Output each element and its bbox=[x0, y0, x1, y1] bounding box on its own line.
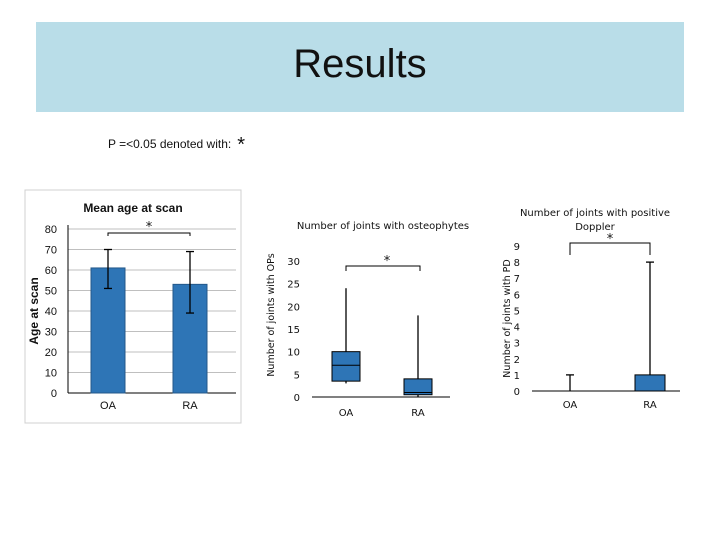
y-tick-label: 70 bbox=[45, 245, 57, 257]
chart-title-line: Number of joints with positive bbox=[520, 208, 670, 219]
x-tick-label: RA bbox=[411, 408, 425, 419]
title-band: Results bbox=[36, 22, 684, 112]
y-tick-label: 30 bbox=[45, 327, 57, 339]
significance-bracket bbox=[569, 242, 651, 255]
box bbox=[403, 378, 433, 396]
y-tick-label: 40 bbox=[45, 306, 57, 318]
y-axis-title: Number of joints with PD bbox=[502, 259, 513, 377]
y-tick-label: 7 bbox=[514, 274, 520, 285]
chart-mean-age: 0 10 20 30 40 50 60 70 80 Mean age at scan Age at … bbox=[24, 189, 242, 424]
y-tick-label: 15 bbox=[287, 325, 300, 336]
chart-panel bbox=[24, 189, 242, 424]
y-tick-label: 20 bbox=[287, 302, 300, 313]
y-tick-label: 0 bbox=[51, 388, 57, 400]
y-tick-label: 1 bbox=[514, 371, 520, 382]
y-tick-label: 10 bbox=[287, 348, 300, 359]
x-tick-label: OA bbox=[563, 400, 578, 411]
chart-title: Mean age at scan bbox=[83, 201, 182, 215]
y-tick-label: 0 bbox=[514, 387, 520, 398]
x-tick-label: RA bbox=[182, 400, 198, 412]
chart-positive-doppler: Number of joints with positive Doppler Num… bbox=[502, 208, 680, 411]
y-tick-label: 60 bbox=[45, 265, 57, 277]
significance-bracket bbox=[345, 265, 421, 271]
y-tick-label: 0 bbox=[294, 393, 300, 404]
y-tick-label: 20 bbox=[45, 347, 57, 359]
y-tick-label: 5 bbox=[294, 370, 300, 381]
y-tick-label: 10 bbox=[45, 368, 57, 380]
x-tick-label: OA bbox=[339, 408, 354, 419]
p-value-note: P =<0.05 denoted with: * bbox=[108, 131, 246, 156]
significance-star: * bbox=[146, 220, 153, 235]
significance-star: * bbox=[607, 232, 614, 247]
box bbox=[634, 374, 666, 392]
significance-star: * bbox=[384, 254, 391, 269]
box bbox=[331, 351, 361, 382]
y-tick-label: 3 bbox=[514, 339, 520, 350]
x-tick-label: OA bbox=[100, 400, 117, 412]
y-tick-label: 4 bbox=[514, 323, 520, 334]
y-tick-label: 2 bbox=[514, 355, 520, 366]
chart-title-line: Doppler bbox=[575, 222, 615, 233]
y-axis-title: Number of joints with OPs bbox=[266, 253, 277, 376]
y-tick-label: 9 bbox=[514, 242, 520, 253]
p-value-star: * bbox=[237, 134, 246, 156]
y-axis-title: Age at scan bbox=[27, 277, 41, 344]
y-tick-label: 80 bbox=[45, 224, 57, 236]
chart-title: Number of joints with osteophytes bbox=[297, 221, 469, 232]
chart-osteophytes: Number of joints with osteophytes Number … bbox=[266, 221, 469, 419]
y-tick-label: 50 bbox=[45, 286, 57, 298]
y-tick-label: 25 bbox=[287, 280, 300, 291]
y-tick-label: 5 bbox=[514, 306, 520, 317]
slide-title: Results bbox=[293, 42, 427, 86]
y-tick-label: 30 bbox=[287, 257, 300, 268]
x-tick-label: RA bbox=[643, 400, 657, 411]
p-value-note-text: P =<0.05 denoted with: bbox=[108, 137, 232, 151]
significance-bracket bbox=[107, 232, 191, 236]
y-tick-label: 8 bbox=[514, 258, 520, 269]
y-tick-label: 6 bbox=[514, 290, 520, 301]
